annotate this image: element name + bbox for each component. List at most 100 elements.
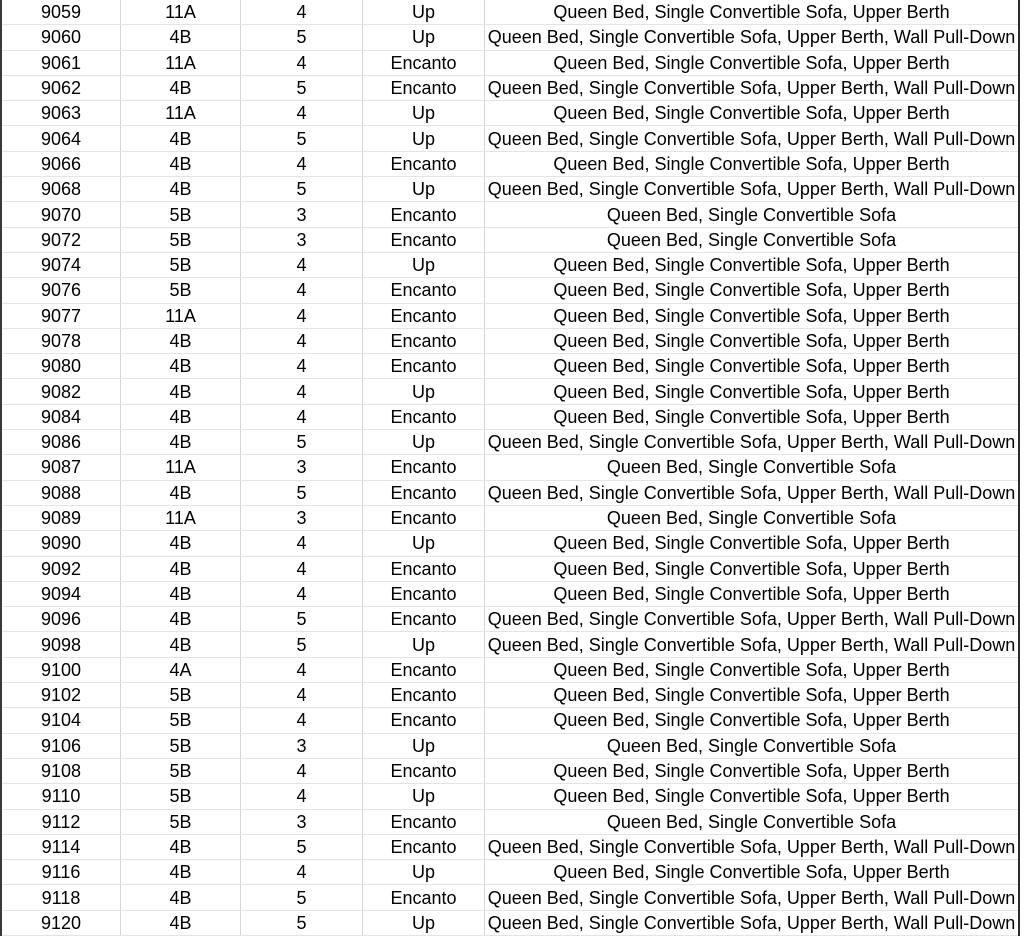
cell-bed_configuration[interactable]: Queen Bed, Single Convertible Sofa, Uppe… <box>553 685 950 706</box>
cell-cabin[interactable]: 9077 <box>2 303 121 328</box>
cell-bed_configuration[interactable]: Queen Bed, Single Convertible Sofa, Uppe… <box>487 27 1016 48</box>
cell-category[interactable]: 4B <box>121 556 241 581</box>
cell-capacity[interactable]: 3 <box>241 202 363 227</box>
cell-bed_configuration[interactable]: Queen Bed, Single Convertible Sofa, Uppe… <box>553 558 950 579</box>
cell-cabin[interactable]: 9116 <box>2 860 121 885</box>
cell-bed_configuration[interactable]: Queen Bed, Single Convertible Sofa, Uppe… <box>553 710 950 731</box>
cell-elevator_lobby[interactable]: Up <box>363 252 485 278</box>
cell-cabin[interactable]: 9112 <box>2 809 121 834</box>
cell-elevator_lobby[interactable]: Encanto <box>363 607 485 632</box>
cell-bed_configuration[interactable]: Queen Bed, Single Convertible Sofa, Uppe… <box>487 912 1016 933</box>
cell-bed_configuration[interactable]: Queen Bed, Single Convertible Sofa, Uppe… <box>553 406 950 427</box>
cell-category[interactable]: 4B <box>121 860 241 885</box>
cell-elevator_lobby[interactable]: Encanto <box>363 708 485 733</box>
cell-elevator_lobby[interactable]: Up <box>363 733 485 758</box>
cell-bed_configuration[interactable]: Queen Bed, Single Convertible Sofa, Uppe… <box>487 78 1016 99</box>
cell-category[interactable]: 4B <box>121 328 241 354</box>
cell-category[interactable]: 4B <box>121 607 241 632</box>
cell-capacity[interactable]: 4 <box>241 784 363 809</box>
cell-category[interactable]: 4B <box>121 480 241 505</box>
cell-category[interactable]: 4B <box>121 379 241 404</box>
cell-cabin[interactable]: 9088 <box>2 480 121 505</box>
cell-capacity[interactable]: 5 <box>241 607 363 632</box>
cell-category[interactable]: 5B <box>121 252 241 278</box>
cell-category[interactable]: 4A <box>121 657 241 683</box>
cell-elevator_lobby[interactable]: Encanto <box>363 683 485 708</box>
cell-category[interactable]: 4B <box>121 25 241 50</box>
cell-bed_configuration[interactable]: Queen Bed, Single Convertible Sofa, Uppe… <box>553 305 950 326</box>
cell-capacity[interactable]: 3 <box>241 733 363 758</box>
cell-capacity[interactable]: 5 <box>241 430 363 455</box>
cell-bed_configuration[interactable]: Queen Bed, Single Convertible Sofa, Uppe… <box>553 786 950 807</box>
cell-bed_configuration[interactable]: Queen Bed, Single Convertible Sofa, Uppe… <box>487 609 1016 630</box>
cell-cabin[interactable]: 9120 <box>2 910 121 935</box>
cell-capacity[interactable]: 4 <box>241 50 363 75</box>
cell-capacity[interactable]: 4 <box>241 404 363 430</box>
cell-cabin[interactable]: 9059 <box>2 0 121 25</box>
cell-elevator_lobby[interactable]: Encanto <box>363 455 485 480</box>
cell-bed_configuration[interactable]: Queen Bed, Single Convertible Sofa <box>606 229 897 250</box>
cell-elevator_lobby[interactable]: Encanto <box>363 404 485 430</box>
cell-elevator_lobby[interactable]: Encanto <box>363 758 485 784</box>
cell-category[interactable]: 4B <box>121 75 241 101</box>
cell-elevator_lobby[interactable]: Up <box>363 784 485 809</box>
cell-elevator_lobby[interactable]: Encanto <box>363 480 485 505</box>
cell-bed_configuration[interactable]: Queen Bed, Single Convertible Sofa <box>606 811 897 832</box>
cell-capacity[interactable]: 5 <box>241 25 363 50</box>
cell-cabin[interactable]: 9080 <box>2 354 121 379</box>
cell-bed_configuration[interactable]: Queen Bed, Single Convertible Sofa, Uppe… <box>553 331 950 351</box>
cell-cabin[interactable]: 9086 <box>2 430 121 455</box>
cell-cabin[interactable]: 9094 <box>2 581 121 607</box>
cell-bed_configuration[interactable]: Queen Bed, Single Convertible Sofa, Uppe… <box>553 862 950 883</box>
cell-bed_configuration[interactable]: Queen Bed, Single Convertible Sofa <box>606 508 897 529</box>
cell-elevator_lobby[interactable]: Encanto <box>363 834 485 860</box>
cell-elevator_lobby[interactable]: Up <box>363 0 485 25</box>
cell-bed_configuration[interactable]: Queen Bed, Single Convertible Sofa <box>606 457 897 478</box>
cell-cabin[interactable]: 9061 <box>2 50 121 75</box>
cell-cabin[interactable]: 9089 <box>2 505 121 531</box>
cell-category[interactable]: 5B <box>121 202 241 227</box>
cell-cabin[interactable]: 9098 <box>2 632 121 657</box>
cell-cabin[interactable]: 9066 <box>2 151 121 177</box>
cell-elevator_lobby[interactable]: Up <box>363 177 485 202</box>
cell-cabin[interactable]: 9100 <box>2 657 121 683</box>
cell-category[interactable]: 5B <box>121 809 241 834</box>
cell-capacity[interactable]: 5 <box>241 126 363 151</box>
cell-bed_configuration[interactable]: Queen Bed, Single Convertible Sofa, Uppe… <box>553 255 950 276</box>
cell-category[interactable]: 4B <box>121 531 241 556</box>
cell-cabin[interactable]: 9090 <box>2 531 121 556</box>
cell-capacity[interactable]: 4 <box>241 657 363 683</box>
cell-elevator_lobby[interactable]: Encanto <box>363 227 485 252</box>
cell-capacity[interactable]: 4 <box>241 252 363 278</box>
cell-capacity[interactable]: 5 <box>241 910 363 935</box>
cell-capacity[interactable]: 3 <box>241 505 363 531</box>
cell-bed_configuration[interactable]: Queen Bed, Single Convertible Sofa, Uppe… <box>487 836 1016 857</box>
cell-bed_configuration[interactable]: Queen Bed, Single Convertible Sofa, Uppe… <box>553 533 950 554</box>
cell-capacity[interactable]: 4 <box>241 0 363 25</box>
cell-bed_configuration[interactable]: Queen Bed, Single Convertible Sofa, Uppe… <box>487 128 1016 149</box>
cell-bed_configuration[interactable]: Queen Bed, Single Convertible Sofa, Uppe… <box>487 634 1016 655</box>
cell-bed_configuration[interactable]: Queen Bed, Single Convertible Sofa, Uppe… <box>487 887 1016 908</box>
cell-cabin[interactable]: 9063 <box>2 101 121 126</box>
cell-elevator_lobby[interactable]: Encanto <box>363 505 485 531</box>
cell-capacity[interactable]: 5 <box>241 480 363 505</box>
cell-capacity[interactable]: 3 <box>241 809 363 834</box>
cell-category[interactable]: 4B <box>121 354 241 379</box>
cell-bed_configuration[interactable]: Queen Bed, Single Convertible Sofa, Uppe… <box>487 482 1016 503</box>
cell-capacity[interactable]: 4 <box>241 303 363 328</box>
cell-category[interactable]: 5B <box>121 227 241 252</box>
cell-elevator_lobby[interactable]: Encanto <box>363 809 485 834</box>
cell-category[interactable]: 5B <box>121 708 241 733</box>
cell-bed_configuration[interactable]: Queen Bed, Single Convertible Sofa, Uppe… <box>553 103 950 124</box>
cell-capacity[interactable]: 5 <box>241 75 363 101</box>
cell-capacity[interactable]: 4 <box>241 581 363 607</box>
cell-cabin[interactable]: 9074 <box>2 252 121 278</box>
cell-cabin[interactable]: 9108 <box>2 758 121 784</box>
cell-capacity[interactable]: 4 <box>241 860 363 885</box>
cell-cabin[interactable]: 9106 <box>2 733 121 758</box>
cell-bed_configuration[interactable]: Queen Bed, Single Convertible Sofa, Uppe… <box>553 381 950 402</box>
cell-capacity[interactable]: 5 <box>241 834 363 860</box>
cell-capacity[interactable]: 4 <box>241 531 363 556</box>
cell-cabin[interactable]: 9084 <box>2 404 121 430</box>
cell-category[interactable]: 4B <box>121 404 241 430</box>
